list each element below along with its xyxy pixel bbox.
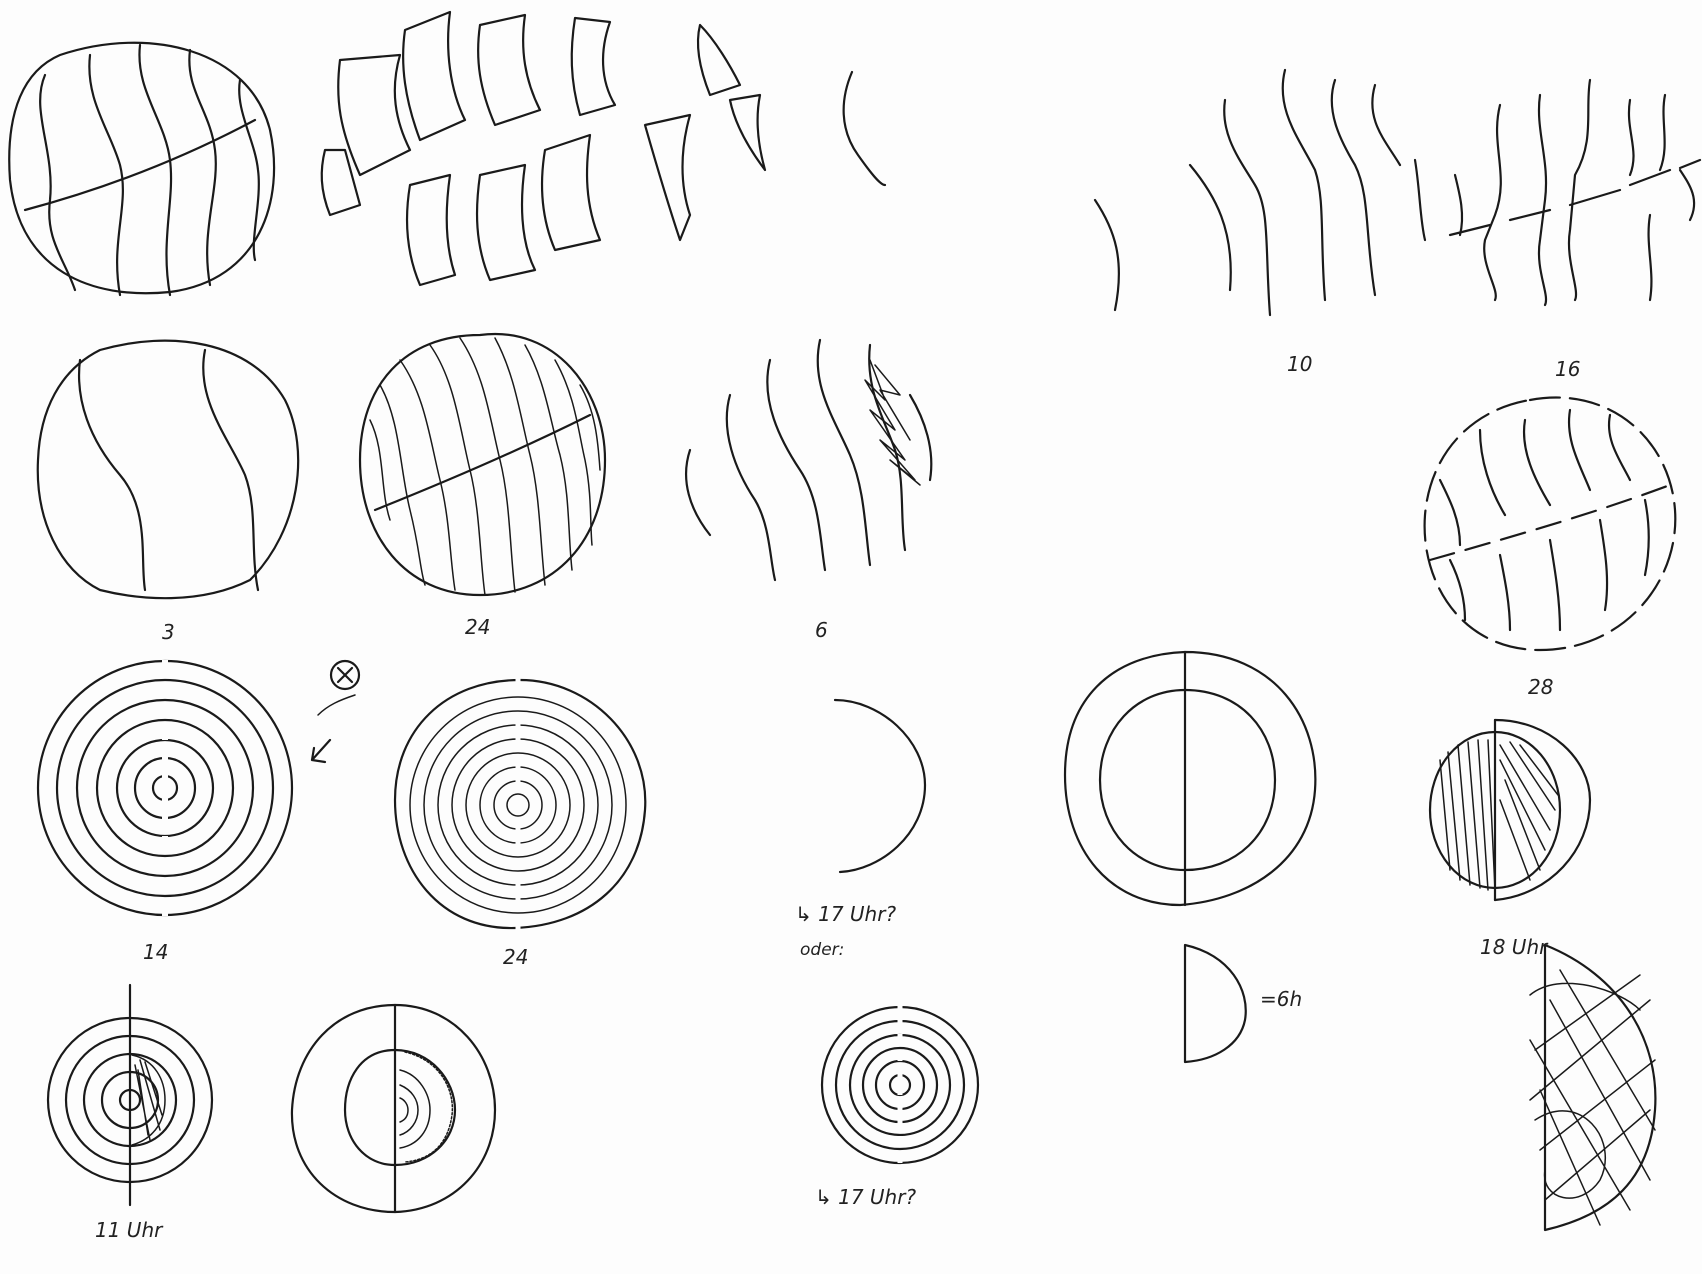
sketch-half-arc (833, 698, 927, 874)
sketch-d-shape (1183, 943, 1247, 1064)
label-28: 28 (1528, 675, 1554, 699)
sketch-wavy-6 (685, 338, 933, 582)
sketch-note-circle-x (310, 659, 361, 764)
sketch-ring-divided (1063, 650, 1317, 907)
sketch-concentric-14 (36, 659, 294, 917)
sketch-concentric-11uhr (46, 983, 214, 1207)
sketch-hatched-18uhr (1428, 718, 1592, 902)
label-18uhr: 18 Uhr (1480, 935, 1548, 959)
label-16: 16 (1555, 357, 1581, 381)
sketch-wavy-lines-10 (1093, 68, 1427, 317)
sketch-circle-24a (358, 332, 607, 597)
sketch-circle-3 (36, 339, 300, 600)
label-17uhr-a: ↳ 17 Uhr? (795, 902, 897, 926)
label-oder: oder: (800, 940, 845, 960)
scribble-icon (864, 359, 921, 486)
sketch-leaf-blob (8, 41, 276, 297)
label-3: 3 (162, 620, 175, 644)
label-6h: =6h (1260, 987, 1303, 1011)
sketch-circle-inner-hatched (290, 1003, 497, 1214)
sketch-segments-fishbone (320, 10, 767, 287)
sketch-concentric-17uhr (820, 1000, 980, 1170)
sketch-single-curve (842, 70, 887, 187)
label-10: 10 (1287, 352, 1313, 376)
label-6: 6 (815, 618, 828, 642)
sketch-concentric-24b (393, 678, 647, 932)
label-17uhr-b: ↳ 17 Uhr? (815, 1185, 917, 1209)
label-24a: 24 (465, 615, 491, 639)
sketch-dashed-circle-28 (1423, 396, 1677, 652)
label-24b: 24 (503, 945, 529, 969)
sketch-wavy-lines-16 (1448, 78, 1702, 307)
label-11uhr: 11 Uhr (95, 1218, 163, 1242)
sketch-crosshatch-half (1529, 943, 1657, 1232)
label-14: 14 (143, 940, 169, 964)
